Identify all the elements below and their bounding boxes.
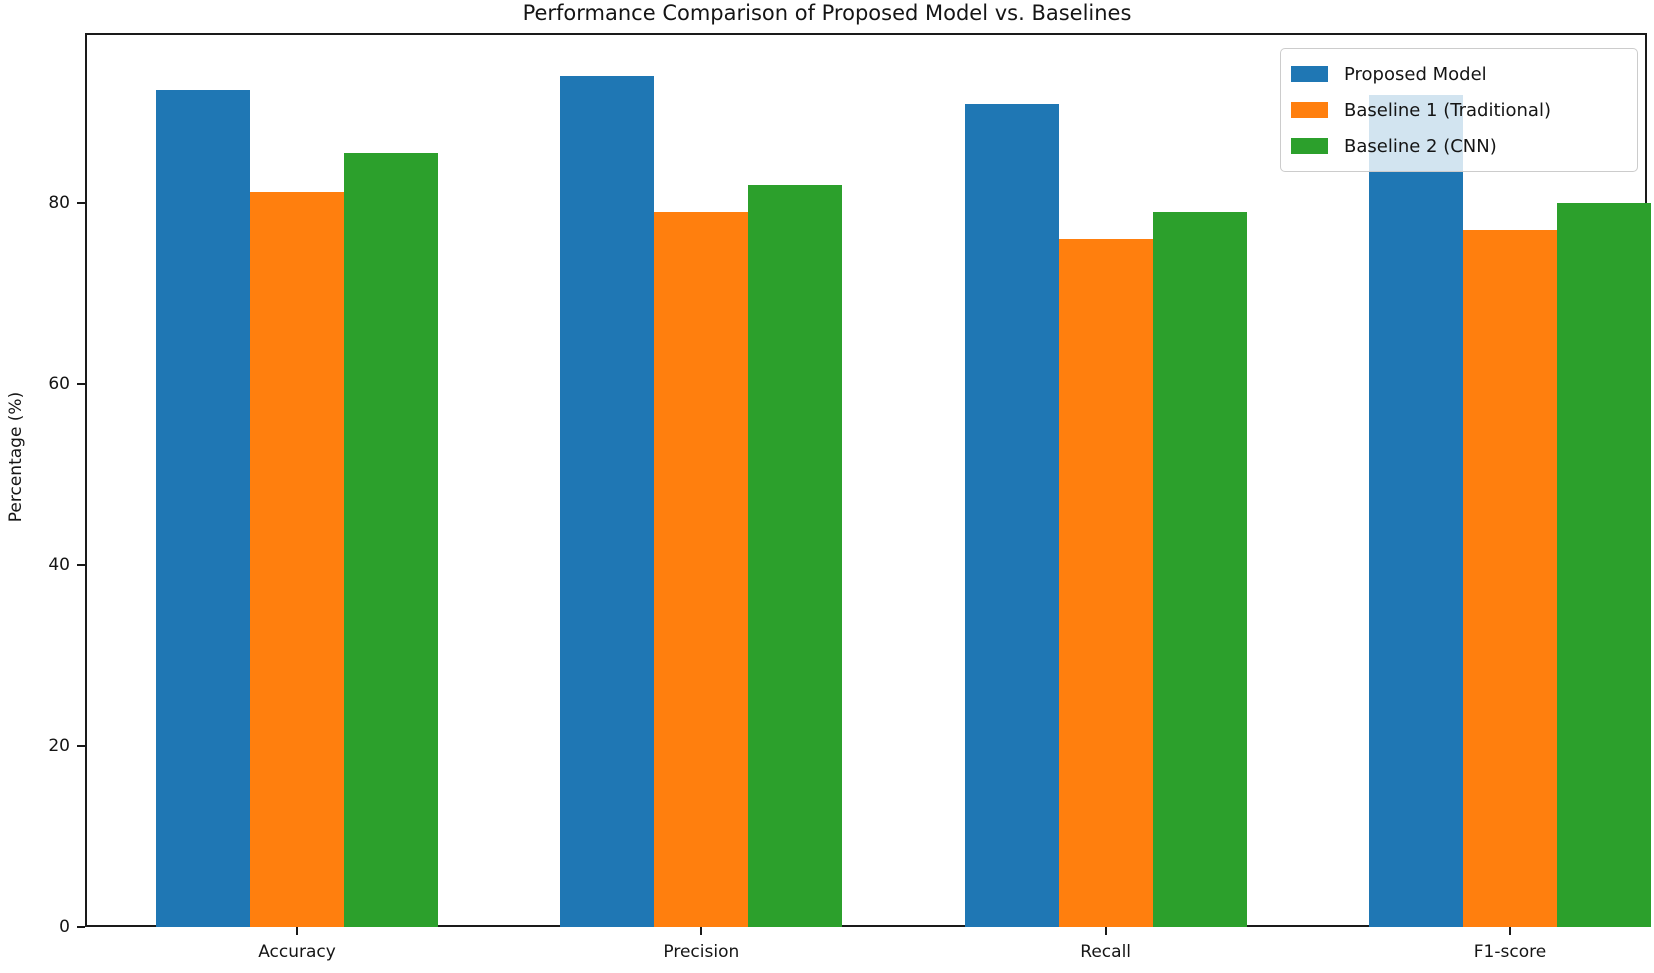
legend-label-baseline-1-traditional: Baseline 1 (Traditional) <box>1344 99 1551 121</box>
bar-baseline-2-cnn-recall <box>1152 212 1247 927</box>
y-tick-mark <box>77 564 85 567</box>
y-axis-label: Percentage (%) <box>6 391 26 523</box>
x-tick-mark <box>700 927 703 935</box>
legend: Proposed Model Baseline 1 (Traditional) Ba… <box>1280 48 1638 172</box>
bar-baseline-1-traditional-recall <box>1058 239 1153 927</box>
bars-layer: Proposed Model Baseline 1 (Traditional) Ba… <box>85 33 1651 927</box>
y-tick-label: 60 <box>48 374 70 395</box>
bar-baseline-1-traditional-accuracy <box>250 192 344 927</box>
chart-title: Performance Comparison of Proposed Model… <box>522 1 1132 25</box>
x-tick-mark <box>1104 927 1107 935</box>
legend-item-baseline-2-cnn: Baseline 2 (CNN) <box>1291 128 1627 164</box>
bar-baseline-2-cnn-f1-score <box>1556 203 1651 927</box>
y-tick-mark <box>77 926 85 928</box>
bar-proposed-model-f1-score <box>1368 94 1463 927</box>
x-tick-mark <box>296 927 298 935</box>
y-tick-label: 40 <box>48 555 70 576</box>
plot-area: Proposed Model Baseline 1 (Traditional) Ba… <box>85 33 1651 927</box>
bar-baseline-1-traditional-f1-score <box>1462 230 1557 927</box>
bar-proposed-model-accuracy <box>156 90 250 927</box>
legend-label-proposed-model: Proposed Model <box>1344 63 1487 85</box>
legend-swatch-baseline-2-cnn <box>1291 138 1328 154</box>
legend-label-baseline-2-cnn: Baseline 2 (CNN) <box>1344 135 1497 157</box>
y-tick-label: 0 <box>59 917 70 937</box>
y-tick-mark <box>77 383 85 386</box>
bar-baseline-2-cnn-precision <box>748 185 843 927</box>
y-tick-mark <box>77 202 85 205</box>
y-tick-label: 80 <box>48 193 70 214</box>
y-tick-label: 20 <box>48 736 70 757</box>
legend-item-proposed-model: Proposed Model <box>1291 56 1627 92</box>
bar-baseline-1-traditional-precision <box>654 212 749 927</box>
x-tick-mark <box>1508 927 1511 935</box>
legend-swatch-baseline-1-traditional <box>1291 102 1328 118</box>
legend-item-baseline-1-traditional: Baseline 1 (Traditional) <box>1291 92 1627 128</box>
x-tick-label-recall: Recall <box>1080 942 1132 962</box>
x-tick-label-f1-score: F1-score <box>1473 942 1547 962</box>
legend-swatch-proposed-model <box>1291 66 1328 82</box>
bar-proposed-model-recall <box>964 103 1059 927</box>
x-tick-label-precision: Precision <box>663 942 740 962</box>
bar-proposed-model-precision <box>560 76 655 927</box>
bar-baseline-2-cnn-accuracy <box>344 153 438 927</box>
x-tick-label-accuracy: Accuracy <box>258 942 336 962</box>
y-tick-mark <box>77 745 85 748</box>
